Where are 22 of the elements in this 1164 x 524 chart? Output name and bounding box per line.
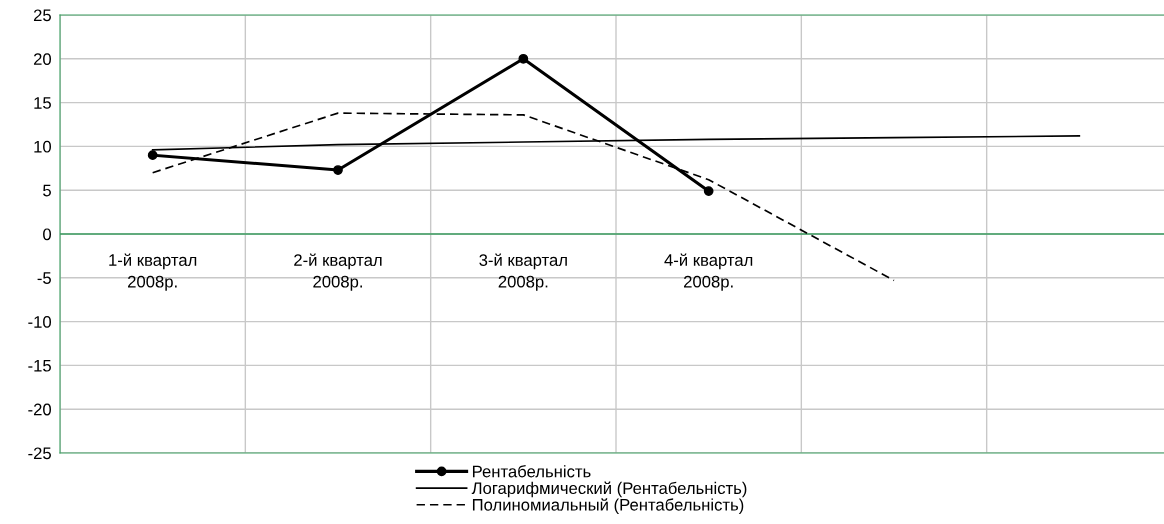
y-tick-label: -10 xyxy=(28,316,52,328)
legend-label: Полиномиальный (Рентабельність) xyxy=(472,498,744,514)
y-tick-label: 15 xyxy=(34,97,51,109)
y-tick-label: 10 xyxy=(34,140,52,153)
point xyxy=(147,150,158,161)
x-tick-label: 1-й квартал 2008р. xyxy=(109,253,197,291)
point xyxy=(703,186,714,196)
x-tick-label: 3-й квартал 2008р. xyxy=(479,253,567,291)
y-tick-label: -15 xyxy=(28,359,51,372)
x-tick-label: 2-й квартал 2008р. xyxy=(294,253,382,291)
point xyxy=(333,165,343,175)
y-tick-label: 0 xyxy=(43,228,52,241)
y-tick-label: 5 xyxy=(43,184,51,197)
y-tick-label: 20 xyxy=(33,53,52,65)
y-tick-label: -20 xyxy=(28,403,52,416)
legend-label: Логарифмический (Рентабельність) xyxy=(471,481,747,498)
point xyxy=(518,53,529,64)
x-tick-label: 4-й квартал 2008р. xyxy=(664,253,753,291)
y-tick-label: 25 xyxy=(33,9,51,22)
y-tick-label: -25 xyxy=(28,447,51,460)
legend-label: Рентабельність xyxy=(472,465,591,478)
y-tick-label: -5 xyxy=(37,272,51,284)
